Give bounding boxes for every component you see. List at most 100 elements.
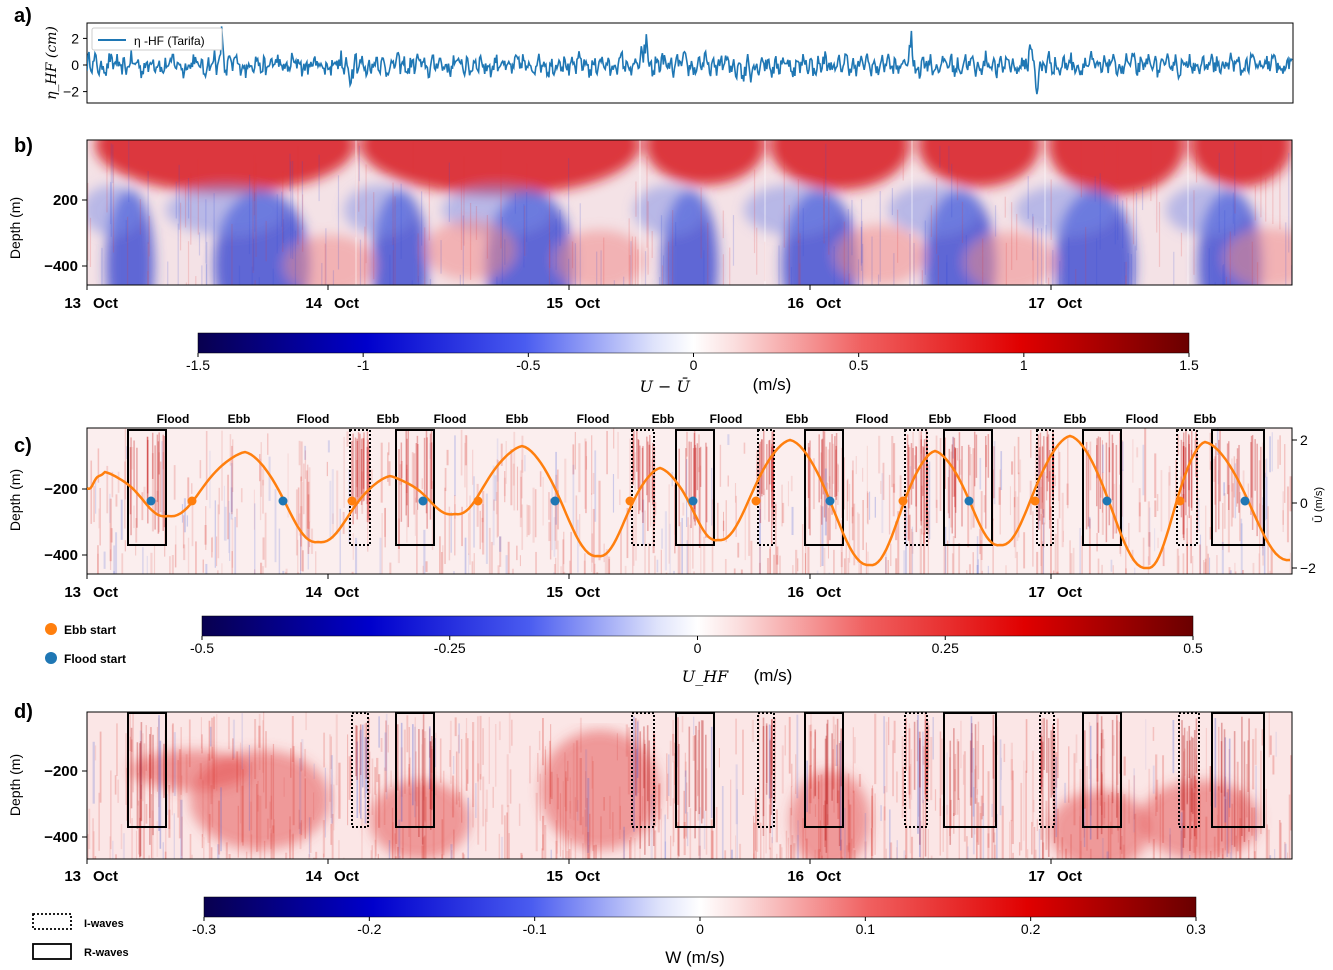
panel-d-burst xyxy=(700,720,703,824)
panel-c-texture xyxy=(843,558,846,574)
panel-d-texture xyxy=(684,761,687,837)
panel-d-burst xyxy=(953,728,955,817)
panel-d-texture xyxy=(584,809,587,859)
panel-d-texture xyxy=(1068,746,1070,803)
panel-d-texture xyxy=(668,754,670,796)
panel-d-burst xyxy=(1111,719,1114,804)
panel-b-texture xyxy=(661,265,664,285)
panel-d-texture xyxy=(416,786,419,807)
panel-c-burst xyxy=(638,440,640,515)
panel-b-texture xyxy=(939,145,941,168)
panel-d-burst xyxy=(970,723,973,838)
panel-c-burst xyxy=(693,430,696,522)
panel-c-texture xyxy=(812,458,815,510)
panel-d-texture xyxy=(1031,821,1033,855)
panel-c-texture xyxy=(1265,476,1268,543)
panel-c-texture xyxy=(221,563,223,574)
panel-c-texture xyxy=(228,500,230,554)
panel-c-texture xyxy=(923,532,926,574)
panel-c-burst xyxy=(915,446,918,533)
panel-d-texture xyxy=(1073,753,1076,826)
panel-d-texture xyxy=(946,804,949,859)
panel-c-texture xyxy=(1262,527,1265,566)
panel-c-burst xyxy=(920,431,922,526)
r-waves-label: R-waves xyxy=(84,947,129,959)
r-wave-box xyxy=(1211,712,1265,828)
panel-d-texture xyxy=(1011,770,1014,845)
panel-d-texture xyxy=(629,837,632,859)
panel-d-texture xyxy=(241,785,244,843)
panel-d-texture xyxy=(1251,807,1254,836)
panel-b-surface-red xyxy=(918,140,1040,187)
panel-c-texture xyxy=(585,456,588,470)
panel-d-texture xyxy=(797,820,799,859)
panel-d-texture xyxy=(562,781,565,859)
panel-b-texture xyxy=(1251,241,1253,285)
panel-c-texture xyxy=(446,449,449,466)
panel-c-burst xyxy=(362,438,365,489)
panel-c-texture xyxy=(521,435,524,473)
panel-d-texture xyxy=(423,785,425,801)
panel-c-texture xyxy=(557,469,559,506)
panel-c-texture xyxy=(422,565,424,574)
panel-d-burst xyxy=(1047,738,1050,857)
panel-d-texture xyxy=(291,715,294,762)
panel-c-texture xyxy=(769,548,771,574)
panel-b-texture xyxy=(1193,190,1195,275)
panel-c-texture xyxy=(699,465,702,534)
panel-d-texture xyxy=(299,822,302,850)
panel-c-burst xyxy=(926,446,929,527)
panel-d-texture xyxy=(996,726,998,755)
panel-d-texture xyxy=(1269,735,1272,755)
colorbar-b-tick-label: -1 xyxy=(357,357,370,373)
panel-d-texture xyxy=(779,844,782,859)
panel-b-texture xyxy=(1011,202,1013,270)
panel-d-texture xyxy=(991,826,994,859)
panel-c-burst xyxy=(1190,449,1193,508)
panel-c-xtick-month: Oct xyxy=(93,584,118,601)
panel-c-texture xyxy=(230,463,233,520)
panel-d-texture xyxy=(669,740,672,806)
panel-c-texture xyxy=(759,509,761,574)
panel-d-texture xyxy=(771,779,773,844)
panel-c-texture xyxy=(301,481,304,532)
panel-b-texture xyxy=(843,221,845,285)
panel-b-texture xyxy=(877,274,880,285)
panel-d-texture xyxy=(1224,799,1227,827)
panel-d-texture xyxy=(1096,753,1098,801)
panel-c-texture xyxy=(703,536,706,574)
panel-d-texture xyxy=(902,767,904,807)
panel-d-texture xyxy=(211,746,214,828)
panel-b-texture xyxy=(417,275,420,285)
panel-d-texture xyxy=(94,856,97,859)
panel-c-texture xyxy=(827,449,830,482)
panel-b-xtick-day: 15 xyxy=(546,295,563,312)
panel-d-texture xyxy=(1280,822,1282,859)
panel-d-texture xyxy=(934,789,937,811)
panel-c-burst xyxy=(758,444,761,494)
panel-c-texture xyxy=(174,544,177,568)
panel-c-ytick-label: −200 xyxy=(44,481,78,498)
panel-d-texture xyxy=(173,732,176,796)
panel-d-texture xyxy=(903,850,906,859)
panel-c-burst xyxy=(1095,445,1098,507)
panel-d-texture xyxy=(377,774,381,828)
panel-d-texture xyxy=(1195,839,1197,859)
panel-d-burst xyxy=(356,741,359,819)
panel-d-burst xyxy=(1189,740,1191,851)
panel-c-texture xyxy=(146,555,148,574)
panel-c-texture xyxy=(1096,532,1098,552)
panel-c-texture xyxy=(948,470,951,544)
panel-d-texture xyxy=(664,841,667,859)
panel-d-texture xyxy=(1178,782,1180,829)
panel-d-texture xyxy=(1194,826,1197,859)
panel-b-texture xyxy=(258,277,260,285)
panel-d-texture xyxy=(826,814,829,859)
panel-d-burst xyxy=(1089,725,1092,840)
panel-d-texture xyxy=(789,807,792,859)
panel-c-texture xyxy=(99,487,101,546)
panel-d-texture xyxy=(1189,855,1191,859)
panel-d-texture xyxy=(996,814,998,859)
panel-d-texture xyxy=(693,716,695,735)
panel-c-burst xyxy=(1256,443,1258,537)
